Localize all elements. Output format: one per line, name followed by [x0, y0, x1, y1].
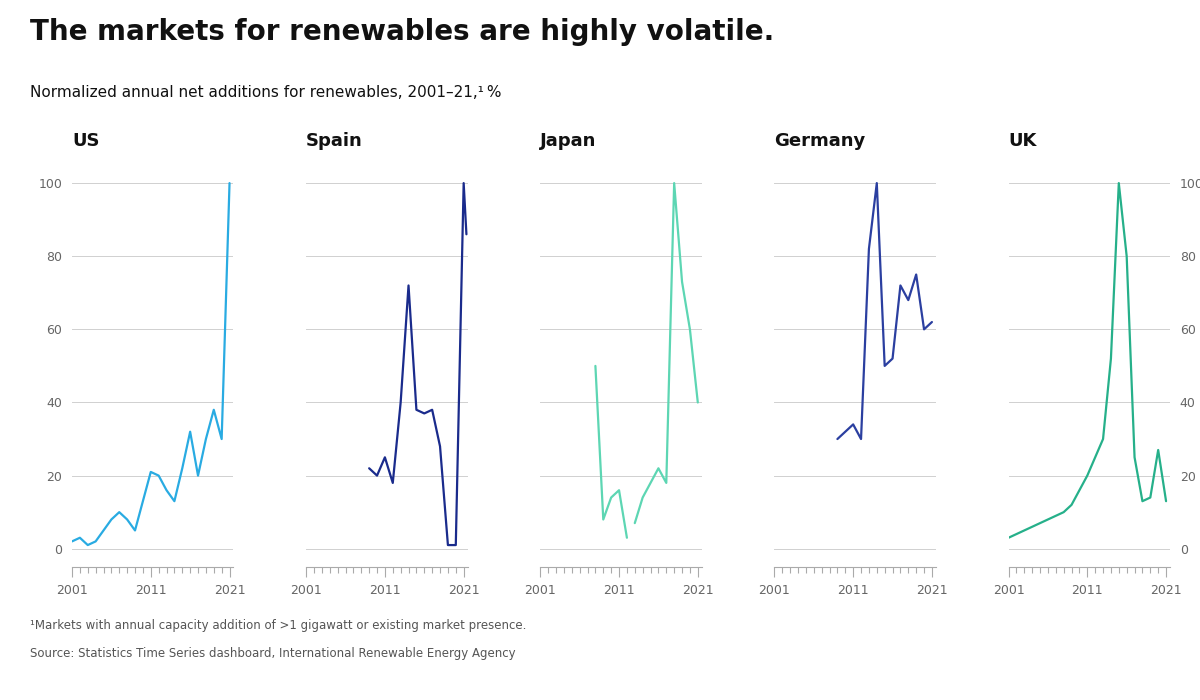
Text: Germany: Germany: [774, 132, 865, 150]
Text: Spain: Spain: [306, 132, 362, 150]
Text: Japan: Japan: [540, 132, 596, 150]
Text: Normalized annual net additions for renewables, 2001–21,¹ %: Normalized annual net additions for rene…: [30, 85, 502, 100]
Text: UK: UK: [1008, 132, 1037, 150]
Text: Source: Statistics Time Series dashboard, International Renewable Energy Agency: Source: Statistics Time Series dashboard…: [30, 648, 516, 661]
Text: ¹Markets with annual capacity addition of >1 gigawatt or existing market presenc: ¹Markets with annual capacity addition o…: [30, 620, 527, 633]
Text: The markets for renewables are highly volatile.: The markets for renewables are highly vo…: [30, 18, 774, 46]
Text: US: US: [72, 132, 100, 150]
